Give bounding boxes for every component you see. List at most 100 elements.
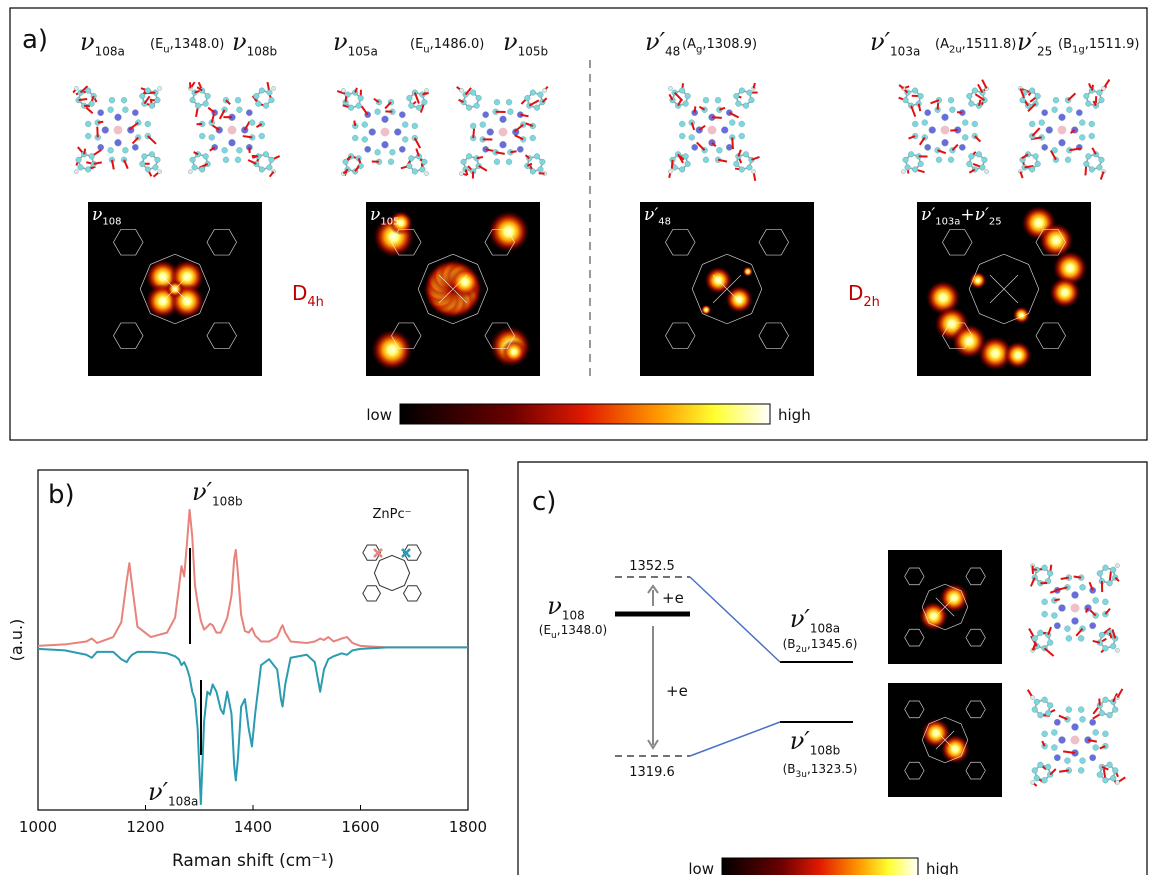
atom bbox=[912, 167, 917, 172]
atom bbox=[1078, 707, 1084, 713]
heatmap bbox=[366, 202, 540, 376]
atom bbox=[1103, 697, 1109, 703]
x-tick-label: 1000 bbox=[19, 818, 57, 836]
atom bbox=[416, 105, 421, 110]
atom bbox=[743, 103, 748, 108]
subscript: 103a bbox=[935, 217, 960, 228]
displacement-arrow bbox=[1117, 689, 1122, 698]
subscript: 103a bbox=[890, 44, 920, 58]
atom bbox=[412, 123, 418, 129]
atom bbox=[922, 120, 928, 126]
atom bbox=[195, 103, 200, 108]
atom bbox=[985, 170, 989, 174]
mode-label: (B1g,1511.9) bbox=[1058, 37, 1139, 56]
subscript: 105 bbox=[380, 217, 399, 228]
atom bbox=[721, 127, 728, 134]
correlation-line bbox=[690, 722, 780, 756]
displacement-arrow bbox=[79, 99, 88, 100]
text-segment: ν bbox=[80, 28, 95, 56]
atom bbox=[1054, 719, 1060, 725]
atom bbox=[1042, 611, 1048, 617]
atom bbox=[726, 144, 732, 150]
atom bbox=[743, 152, 748, 157]
atom bbox=[747, 165, 752, 170]
atom bbox=[679, 121, 685, 127]
atom bbox=[1031, 696, 1035, 700]
spectrum-line bbox=[38, 510, 468, 647]
subscript: 105a bbox=[348, 44, 378, 58]
atom bbox=[269, 97, 274, 102]
atom bbox=[1079, 134, 1085, 140]
subscript: 108 bbox=[102, 217, 121, 228]
symmetry-label: D2h bbox=[848, 281, 880, 310]
atom bbox=[402, 122, 408, 128]
atom bbox=[222, 147, 228, 153]
atom bbox=[115, 114, 122, 121]
atom bbox=[1089, 754, 1095, 760]
atom bbox=[948, 97, 954, 103]
atom bbox=[203, 101, 208, 106]
text-segment: +ν′ bbox=[960, 205, 989, 225]
atom bbox=[409, 156, 414, 161]
intensity-blob bbox=[1049, 277, 1080, 308]
heatmap bbox=[888, 550, 1002, 664]
atom bbox=[739, 88, 744, 93]
atom bbox=[1103, 645, 1109, 651]
atom bbox=[487, 129, 494, 136]
mode-label: (B2u,1345.6) bbox=[783, 637, 858, 655]
atom bbox=[1086, 101, 1091, 106]
text-segment: ν′ bbox=[790, 727, 811, 755]
displacement-arrow bbox=[354, 121, 355, 126]
atom bbox=[1066, 707, 1072, 713]
peak-label: ν′108b bbox=[192, 478, 243, 508]
atom bbox=[1084, 93, 1089, 98]
atom bbox=[461, 159, 466, 164]
atom bbox=[1034, 699, 1040, 705]
displacement-arrow bbox=[957, 112, 962, 113]
subscript: 2u bbox=[949, 45, 962, 56]
mode-label: ν105b bbox=[503, 28, 548, 58]
panel-c-frame bbox=[518, 462, 1147, 875]
text-segment: (A bbox=[935, 37, 949, 52]
atom bbox=[679, 88, 684, 93]
atom bbox=[122, 147, 128, 153]
atom bbox=[941, 126, 950, 135]
atom bbox=[199, 133, 205, 139]
atom bbox=[1078, 767, 1084, 773]
atom bbox=[142, 154, 147, 159]
displacement-arrow bbox=[1032, 128, 1039, 136]
symmetry-label: D4h bbox=[292, 281, 324, 310]
atom bbox=[708, 126, 717, 135]
text-segment: ,1348.0) bbox=[170, 37, 225, 52]
mode-label: ν′108a bbox=[790, 605, 840, 635]
atom bbox=[734, 93, 739, 98]
atom bbox=[1099, 157, 1104, 162]
panel-label: a) bbox=[22, 25, 48, 55]
atom bbox=[362, 136, 368, 142]
atom bbox=[1099, 97, 1104, 102]
atom bbox=[132, 144, 138, 150]
atom bbox=[74, 86, 78, 90]
atom bbox=[1107, 580, 1113, 586]
atom bbox=[1078, 635, 1084, 641]
atom bbox=[246, 110, 252, 116]
subscript: 3u bbox=[796, 770, 807, 780]
panel-label: b) bbox=[48, 480, 75, 510]
text-segment: ,1348.0) bbox=[557, 623, 607, 637]
atom bbox=[969, 154, 974, 159]
atom bbox=[734, 161, 739, 166]
atom bbox=[1029, 121, 1035, 127]
displacement-arrow bbox=[477, 157, 483, 158]
atom bbox=[102, 127, 109, 134]
atom bbox=[936, 157, 942, 163]
atom bbox=[1053, 97, 1059, 103]
atom bbox=[115, 139, 122, 146]
molecule bbox=[1018, 80, 1109, 180]
atom bbox=[703, 97, 709, 103]
atom bbox=[689, 134, 695, 140]
text-segment: ,1323.5) bbox=[807, 762, 857, 776]
molecule bbox=[1029, 564, 1119, 656]
atom bbox=[1080, 716, 1086, 722]
atom bbox=[188, 170, 192, 174]
atom bbox=[76, 157, 81, 162]
